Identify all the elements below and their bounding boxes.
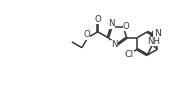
Text: O: O bbox=[123, 22, 130, 31]
Text: NH: NH bbox=[147, 37, 160, 46]
Text: N: N bbox=[112, 40, 118, 49]
Text: O: O bbox=[94, 15, 101, 24]
Text: O: O bbox=[83, 30, 90, 39]
Text: N: N bbox=[154, 29, 161, 38]
Text: Cl: Cl bbox=[124, 50, 133, 59]
Text: N: N bbox=[108, 19, 115, 28]
